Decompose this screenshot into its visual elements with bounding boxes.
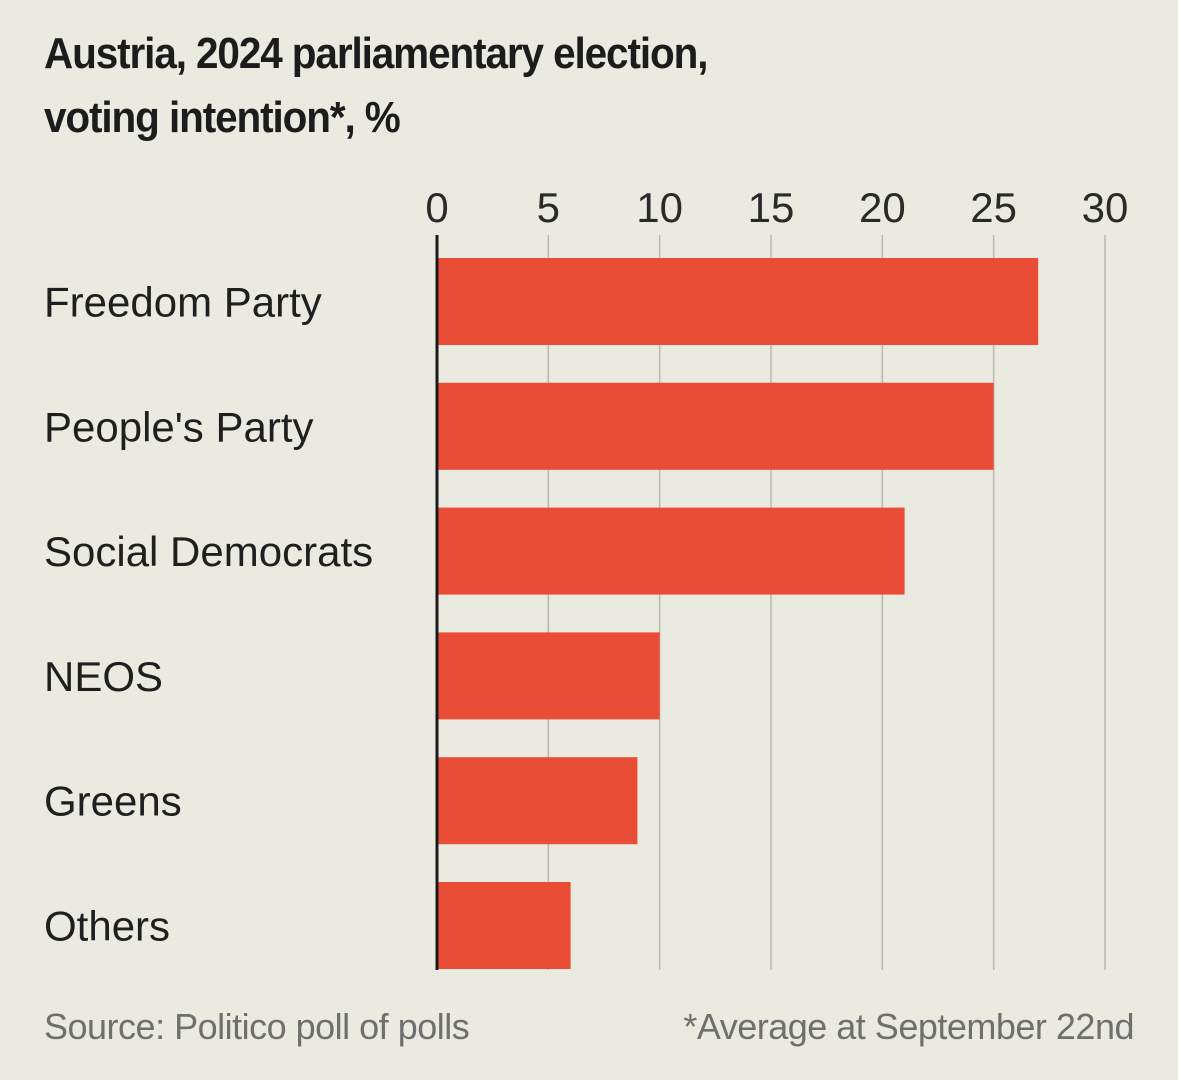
category-label: NEOS: [44, 653, 163, 700]
source-note: Source: Politico poll of polls: [44, 1006, 470, 1047]
bar: [437, 258, 1039, 345]
category-label: Others: [44, 903, 170, 950]
bar: [437, 757, 638, 845]
x-tick-label: 30: [1082, 184, 1129, 231]
category-label: Greens: [44, 778, 182, 825]
category-label: Freedom Party: [44, 279, 322, 326]
chart-title-line-2: voting intention*, %: [44, 93, 401, 142]
bar: [437, 632, 660, 720]
bars: [437, 258, 1039, 969]
x-tick-labels: 0 5 10 15 20 25 30: [425, 184, 1128, 231]
bar: [437, 382, 994, 470]
chart-title-line-1: Austria, 2024 parliamentary election,: [44, 29, 708, 78]
bar: [437, 882, 571, 969]
x-tick-label: 10: [636, 184, 683, 231]
x-tick-label: 15: [748, 184, 795, 231]
chart-title: Austria, 2024 parliamentary election, vo…: [44, 22, 872, 150]
x-tick-label: 20: [859, 184, 906, 231]
footnote: *Average at September 22nd: [683, 1006, 1134, 1047]
category-labels: Freedom Party People's Party Social Democr…: [44, 279, 373, 950]
x-tick-label: 0: [425, 184, 448, 231]
x-tick-label: 5: [537, 184, 560, 231]
bar: [437, 507, 905, 595]
category-label: People's Party: [44, 403, 314, 450]
x-tick-label: 25: [970, 184, 1017, 231]
category-label: Social Democrats: [44, 528, 373, 575]
gridlines: [547, 235, 1106, 970]
